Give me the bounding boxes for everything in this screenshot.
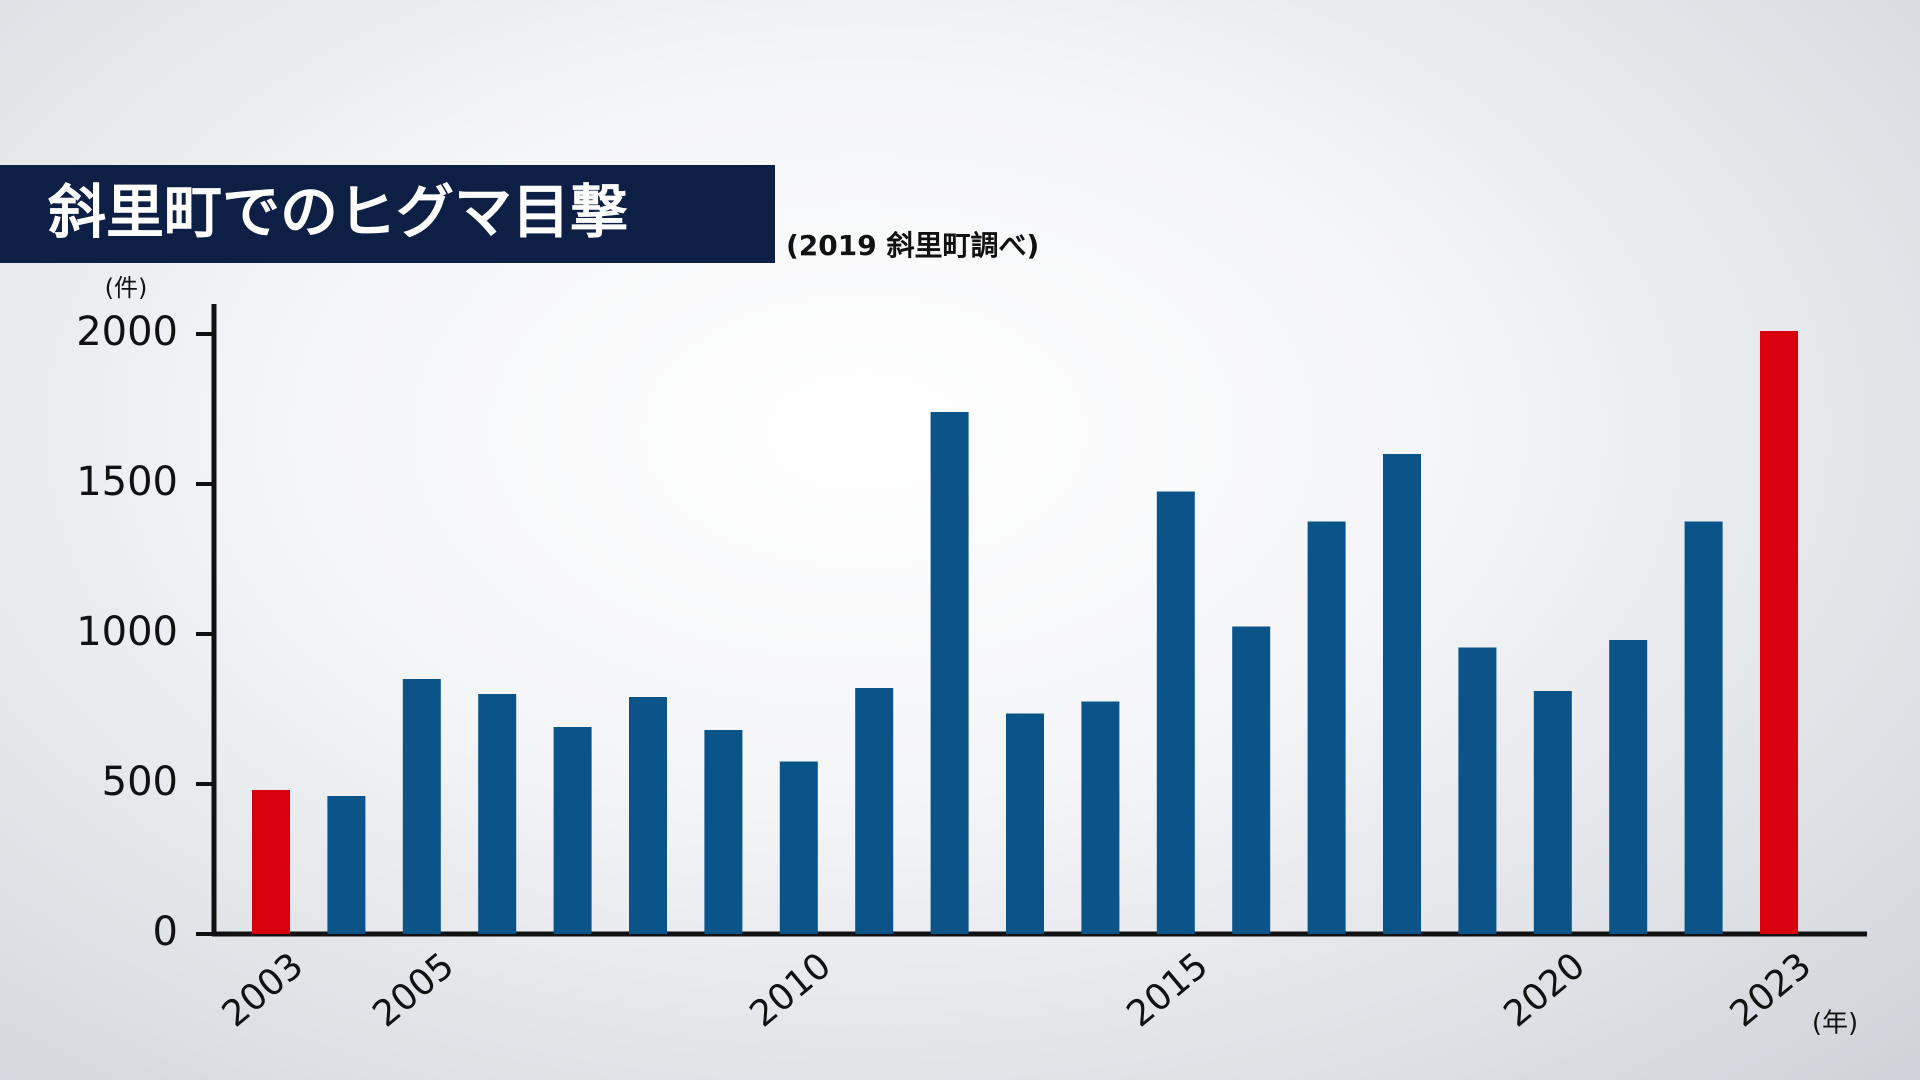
bar (478, 694, 517, 934)
bar (327, 796, 366, 934)
subtitle: (2019 斜里町調べ) (786, 229, 1039, 262)
bar (1232, 626, 1271, 934)
bar (930, 412, 969, 934)
bar (704, 730, 743, 934)
bar (1458, 647, 1497, 934)
y-tick-label: 0 (153, 909, 178, 955)
bar (855, 688, 894, 934)
x-tick-label: 2005 (365, 945, 462, 1035)
bar (629, 697, 667, 934)
y-tick-label: 1500 (76, 459, 178, 505)
bar (1081, 701, 1120, 934)
x-tick-label: 2010 (742, 945, 839, 1035)
x-tick-label: 2023 (1723, 945, 1820, 1035)
bar (402, 679, 441, 934)
x-tick-label: 2020 (1496, 945, 1593, 1035)
y-tick-label: 2000 (76, 309, 178, 355)
bar (1684, 521, 1723, 934)
bar (1006, 713, 1044, 934)
y-axis-label: (件) (105, 274, 148, 302)
title-box (0, 165, 775, 263)
bar (1533, 691, 1572, 934)
y-tick-label: 500 (102, 759, 178, 805)
bar (252, 790, 290, 934)
x-tick-label: 2003 (215, 945, 312, 1035)
y-tick-label: 1000 (76, 609, 178, 655)
x-tick-label: 2015 (1119, 945, 1216, 1035)
x-axis-label: (年) (1812, 1009, 1858, 1039)
bar (553, 727, 592, 934)
chart-title: 斜里町でのヒグマ目撃 (48, 178, 628, 246)
bar (1760, 331, 1798, 934)
bar (779, 761, 818, 934)
bar (1609, 640, 1648, 934)
bar (1156, 491, 1195, 934)
bar (1383, 454, 1421, 934)
bar (1307, 521, 1346, 934)
